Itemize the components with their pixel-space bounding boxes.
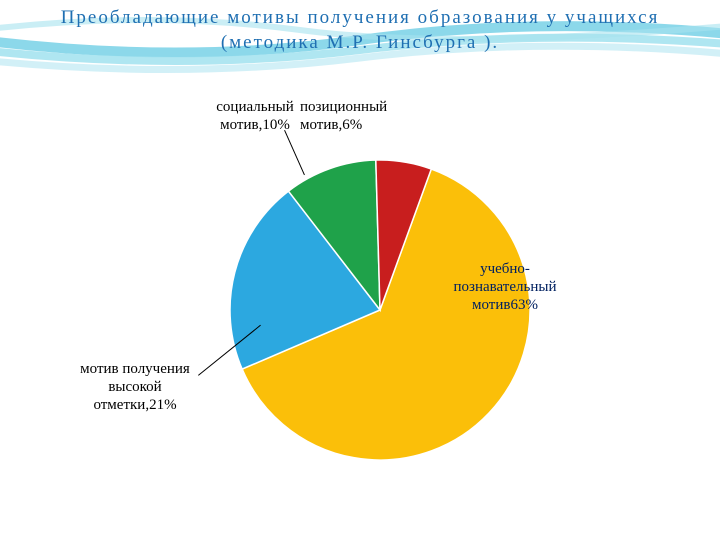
pie-chart-area: учебно-познавательныймотив63%мотив получ… — [90, 90, 630, 510]
title-line2: (методика М.Р. Гинсбурга ). — [221, 32, 499, 53]
slice-label: позиционныймотив,6% — [300, 98, 430, 134]
slice-label: социальныймотив,10% — [200, 98, 310, 134]
slice-label: мотив получениявысокойотметки,21% — [60, 360, 210, 414]
page-title: Преобладающие мотивы получения образован… — [40, 6, 680, 55]
title-line1: Преобладающие мотивы получения образован… — [61, 7, 660, 28]
slice-label: учебно-познавательныймотив63% — [420, 260, 590, 314]
